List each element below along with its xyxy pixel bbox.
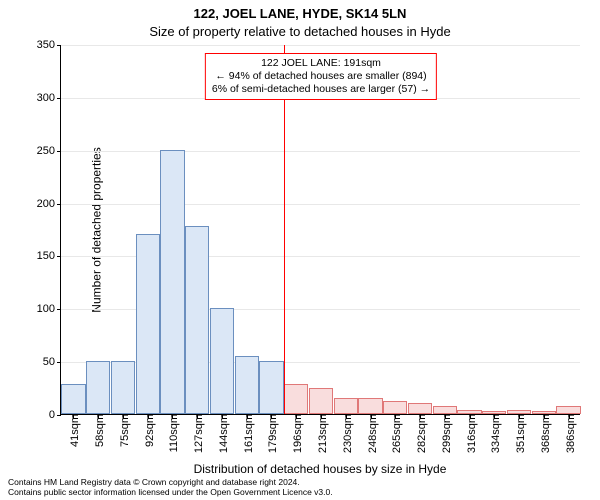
histogram-bar bbox=[433, 406, 457, 414]
annotation-line-2: ← 94% of detached houses are smaller (89… bbox=[212, 70, 430, 83]
histogram-bar bbox=[86, 361, 110, 414]
x-axis-label: Distribution of detached houses by size … bbox=[60, 462, 580, 476]
chart-title-main: 122, JOEL LANE, HYDE, SK14 5LN bbox=[0, 6, 600, 21]
x-tick-label: 230sqm bbox=[338, 414, 354, 453]
x-tick-label: 75sqm bbox=[115, 414, 131, 447]
gridline bbox=[61, 45, 580, 46]
x-tick-label: 299sqm bbox=[437, 414, 453, 453]
x-tick-label: 179sqm bbox=[263, 414, 279, 453]
histogram-bar bbox=[259, 361, 283, 414]
plot-area: 05010015020025030035041sqm58sqm75sqm92sq… bbox=[60, 45, 580, 415]
histogram-bar bbox=[136, 234, 160, 414]
x-tick-label: 248sqm bbox=[363, 414, 379, 453]
histogram-bar bbox=[210, 308, 234, 414]
x-tick-label: 265sqm bbox=[387, 414, 403, 453]
annotation-line-3: 6% of semi-detached houses are larger (5… bbox=[212, 83, 430, 96]
x-tick-label: 351sqm bbox=[511, 414, 527, 453]
x-tick-label: 92sqm bbox=[140, 414, 156, 447]
x-tick-label: 386sqm bbox=[561, 414, 577, 453]
y-tick-label: 150 bbox=[37, 250, 61, 262]
y-tick-label: 0 bbox=[49, 409, 61, 421]
y-tick-label: 250 bbox=[37, 145, 61, 157]
annotation-box: 122 JOEL LANE: 191sqm← 94% of detached h… bbox=[205, 53, 437, 100]
footnote: Contains HM Land Registry data © Crown c… bbox=[8, 478, 333, 498]
x-tick-label: 144sqm bbox=[214, 414, 230, 453]
x-tick-label: 161sqm bbox=[239, 414, 255, 453]
x-tick-label: 58sqm bbox=[90, 414, 106, 447]
histogram-bar bbox=[309, 388, 333, 414]
x-tick-label: 368sqm bbox=[536, 414, 552, 453]
y-tick-label: 350 bbox=[37, 39, 61, 51]
histogram-bar bbox=[284, 384, 308, 414]
x-tick-label: 213sqm bbox=[313, 414, 329, 453]
x-tick-label: 41sqm bbox=[65, 414, 81, 447]
histogram-bar bbox=[334, 398, 358, 414]
histogram-bar bbox=[160, 150, 184, 414]
y-tick-label: 300 bbox=[37, 92, 61, 104]
chart-container: 122, JOEL LANE, HYDE, SK14 5LN Size of p… bbox=[0, 0, 600, 500]
gridline bbox=[61, 204, 580, 205]
histogram-bar bbox=[408, 403, 432, 414]
x-tick-label: 110sqm bbox=[164, 414, 180, 452]
histogram-bar bbox=[111, 361, 135, 414]
y-tick-label: 100 bbox=[37, 303, 61, 315]
x-tick-label: 316sqm bbox=[462, 414, 478, 453]
x-tick-label: 127sqm bbox=[189, 414, 205, 453]
histogram-bar bbox=[61, 384, 85, 414]
gridline bbox=[61, 151, 580, 152]
footnote-line-2: Contains public sector information licen… bbox=[8, 488, 333, 498]
histogram-bar bbox=[556, 406, 580, 414]
x-tick-label: 196sqm bbox=[288, 414, 304, 453]
annotation-line-1: 122 JOEL LANE: 191sqm bbox=[212, 57, 430, 70]
y-axis-label-wrap: Number of detached properties bbox=[14, 45, 28, 415]
chart-title-sub: Size of property relative to detached ho… bbox=[0, 24, 600, 39]
histogram-bar bbox=[185, 226, 209, 414]
y-tick-label: 50 bbox=[43, 356, 61, 368]
histogram-bar bbox=[358, 398, 382, 414]
y-tick-label: 200 bbox=[37, 198, 61, 210]
histogram-bar bbox=[383, 401, 407, 414]
histogram-bar bbox=[235, 356, 259, 414]
x-tick-label: 334sqm bbox=[486, 414, 502, 453]
x-tick-label: 282sqm bbox=[412, 414, 428, 453]
